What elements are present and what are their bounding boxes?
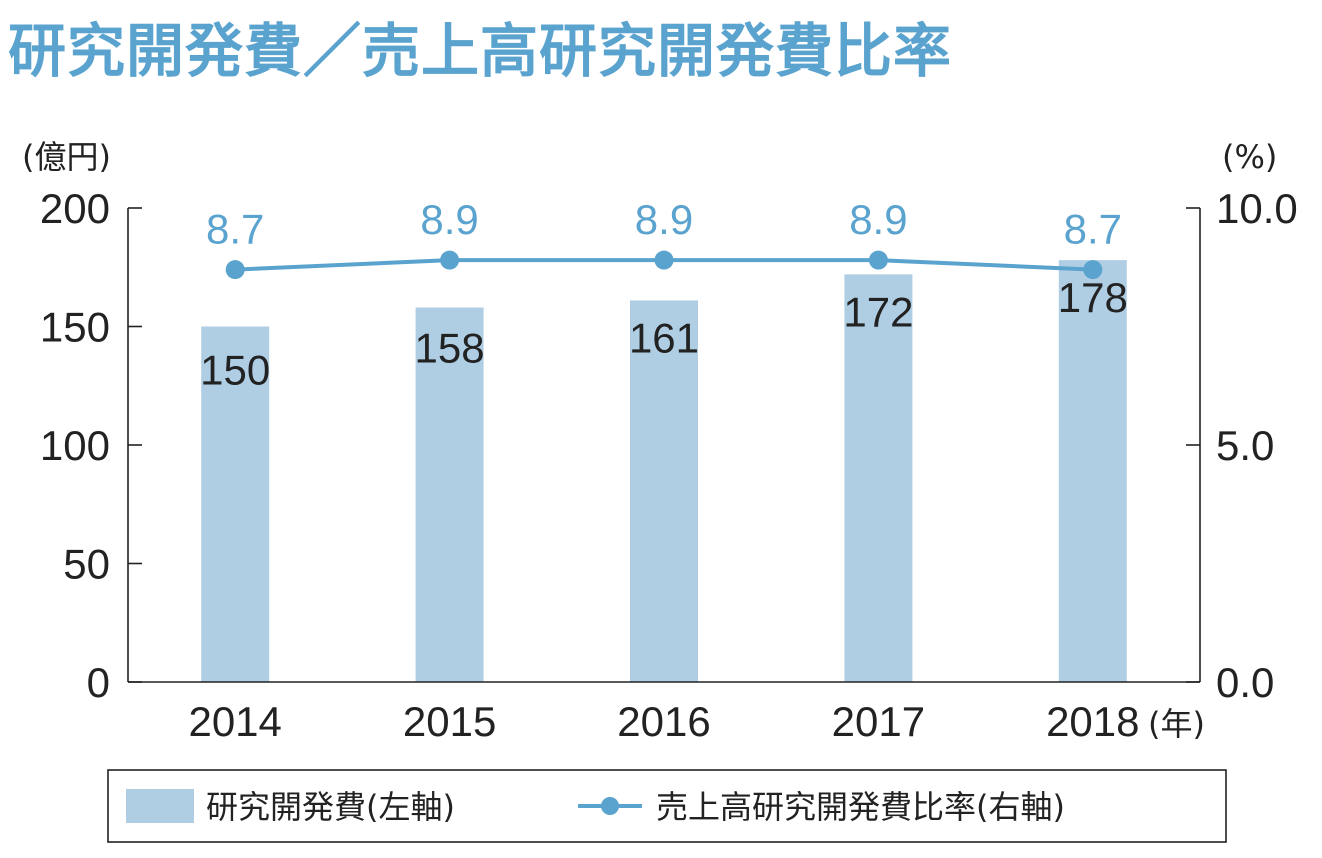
bar-value-label: 161	[629, 314, 699, 361]
line-point-label: 8.7	[206, 206, 264, 253]
legend-line-label: 売上高研究開発費比率(右軸)	[656, 788, 1065, 826]
left-tick-label: 100	[40, 422, 110, 469]
legend-bar-label: 研究開発費(左軸)	[206, 788, 455, 826]
right-axis-unit: (%)	[1222, 138, 1277, 176]
x-tick-label: 2018	[1046, 698, 1139, 745]
left-tick-label: 150	[40, 304, 110, 351]
line-point	[440, 250, 460, 270]
line-point	[225, 260, 245, 280]
x-axis-unit: (年)	[1148, 705, 1205, 743]
legend: 研究開発費(左軸) 売上高研究開発費比率(右軸)	[107, 769, 1227, 843]
line-point-label: 8.9	[420, 196, 478, 243]
bar	[630, 300, 698, 682]
x-tick-label: 2014	[188, 698, 281, 745]
legend-line-marker	[601, 797, 619, 815]
bar	[844, 274, 913, 682]
legend-box	[107, 769, 1227, 843]
bar-value-label: 178	[1058, 274, 1128, 321]
x-tick-label: 2016	[617, 698, 710, 745]
line-series-layer	[225, 250, 1103, 280]
line-point	[654, 250, 674, 270]
left-tick-label: 0	[87, 659, 110, 706]
ticks-layer: 0 50 100 150 200 0.0 5.0 10.0 2014 2015 2016 2017 20…	[40, 185, 1298, 745]
bar	[1058, 260, 1127, 682]
line-point	[1083, 260, 1103, 280]
left-tick-label: 50	[63, 541, 110, 588]
labels-layer: 150 158 161 172 178 8.7 8.9 8.9 8.9 8.7	[200, 196, 1128, 393]
line-point-label: 8.9	[635, 196, 693, 243]
left-axis-unit: (億円)	[22, 138, 111, 176]
bar-value-label: 172	[843, 288, 913, 335]
bar	[201, 326, 270, 682]
bar-value-label: 158	[415, 325, 485, 372]
line-point-label: 8.7	[1064, 206, 1122, 253]
chart-title: 研究開発費／売上高研究開発費比率	[8, 17, 953, 85]
right-tick-label: 5.0	[1216, 422, 1274, 469]
left-tick-label: 200	[40, 185, 110, 232]
right-tick-label: 0.0	[1216, 659, 1274, 706]
right-tick-label: 10.0	[1216, 185, 1298, 232]
line-point-label: 8.9	[849, 196, 907, 243]
x-tick-label: 2017	[832, 698, 925, 745]
bar-value-label: 150	[200, 347, 270, 394]
line-point	[868, 250, 888, 270]
legend-bar-swatch	[126, 789, 194, 823]
x-tick-label: 2015	[403, 698, 496, 745]
bar	[415, 307, 484, 682]
bars-layer	[201, 260, 1127, 682]
